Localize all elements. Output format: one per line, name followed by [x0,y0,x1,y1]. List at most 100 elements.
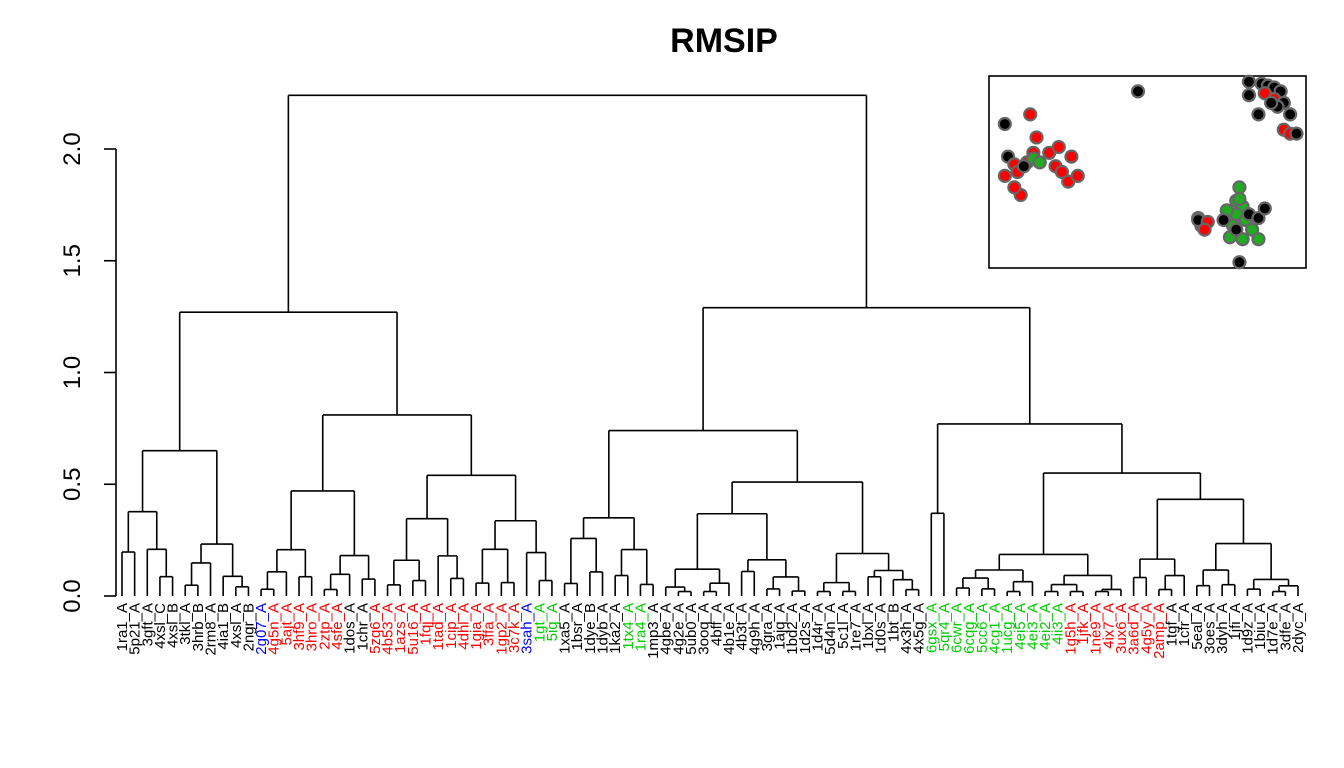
y-axis: 0.0 0.5 1.0 1.5 2.0 [59,132,117,613]
leaf-label: 4x5g_A [911,603,928,654]
leaf-label: 5p21_A [127,603,144,655]
chart-title: RMSIP [670,22,778,60]
leaf-label: 4b3t_A [734,603,751,651]
leaf-label: 3sah_A [519,603,536,654]
leaf-label: 1ra4_A [632,603,649,651]
scatter-point [1029,130,1044,145]
leaf-label: 1d4r_A [809,603,826,651]
leaf-label: 1ne9_A [1088,603,1105,655]
scatter-point [1023,107,1038,122]
scatter-point [1229,222,1244,237]
leaf-label: 3dfe_A [1277,603,1294,651]
leaf-label: 4dhl_A [455,603,472,650]
scatter-point [1283,107,1298,122]
leaf-label: 1tx4_A [620,603,637,650]
inset-scatter-plot [988,74,1307,270]
dendrogram-tree [121,94,1299,596]
leaf-label: 1ajq_A [772,603,789,650]
leaf-label: 3c7k_A [506,603,523,653]
y-tick-label: 1.0 [59,356,86,389]
leaf-label: 5c1l_A [835,603,852,649]
leaf-label: 4ii3_A [1050,603,1067,645]
leaf-label: 5eal_A [1189,603,1206,650]
scatter-point [1016,159,1031,174]
leaf-label: 4xsl_B [165,603,182,648]
leaf-label: 1ucg_A [999,603,1016,654]
y-tick-label: 0.5 [59,468,86,501]
leaf-label: 3hrb_B [190,603,207,651]
scatter-point [1251,232,1266,247]
scatter-point [1054,164,1070,180]
leaf-label: 4g5y_A [1138,603,1155,654]
leaf-label: 3gra_A [759,603,776,651]
scatter-point [1245,222,1260,237]
leaf-label: 6cwr_A [949,603,966,653]
scatter-point [1032,155,1047,170]
scatter-point [1197,222,1212,237]
leaf-label: 1g5h_A [1062,603,1079,655]
leaf-label: 1tad_A [430,603,447,651]
leaf-label: 4b53_A [380,603,397,655]
leaf-label: 3hro_A [304,603,321,651]
leaf-label: 5d4n_A [822,603,839,655]
leaf-label: 1jfi_A [1227,603,1244,641]
leaf-label: 1gp2_A [493,603,510,655]
leaf-label: 2g07_A [253,603,270,655]
leaf-label: 1dye_B [582,603,599,654]
leaf-label: 3ooq_A [696,603,713,655]
leaf-label: 3hf9_A [291,603,308,651]
scatter-point [1051,139,1066,155]
leaf-label: 4xsl_A [228,603,245,648]
leaf-label: 1bxl_A [860,603,877,649]
leaf-label: 1dyb_A [595,603,612,654]
y-tick-label: 0.0 [59,579,86,612]
leaf-label: 4ei2_A [1037,603,1054,650]
leaf-label: 5cc6_A [974,603,991,653]
leaf-label: 4g2e_A [670,603,687,655]
scatter-point [1232,180,1247,195]
leaf-label: 5qr4_A [936,603,953,651]
scatter-point [997,116,1012,132]
leaf-label: 2amp_A [1151,603,1168,659]
leaf-label: 1tgf_A [1164,603,1181,646]
leaf-label: 1bd2_A [784,603,801,655]
leaf-label: 1chr_A [354,603,371,651]
scatter-point [1070,168,1085,183]
leaf-label: 1biu_A [1252,603,1269,650]
leaf-label: 4ia1_B [215,603,232,650]
y-tick-label: 2.0 [59,132,86,165]
leaf-label: 3ffa_A [481,603,498,646]
scatter-point [1241,74,1257,89]
scatter-point [1130,84,1146,99]
leaf-label: 2ztp_A [316,603,333,650]
leaf-label: 6gsx_A [923,603,940,653]
leaf-label: 4bff_A [708,603,725,646]
leaf-label: 3dyh_A [1214,603,1231,654]
leaf-label: 1jfk_A [1075,603,1092,645]
scatter-point [997,168,1012,183]
scatter-point [1264,95,1279,110]
leaf-label: 4xsl_C [152,603,169,649]
scatter-point [1064,149,1079,164]
leaf-label: 1mp3_A [645,603,662,659]
leaf-label: 1bsr_A [569,603,586,651]
y-tick-label: 1.5 [59,244,86,277]
leaf-label: 4x3h_A [898,603,915,654]
leaf-label: 3gft_A [139,603,156,646]
leaf-label: 1gt_A [531,603,548,642]
leaf-label: 4cg1_A [987,603,1004,654]
leaf-label: 5iq_A [544,603,561,641]
leaf-label: 2ngr_B [240,603,257,651]
scatter-point [1232,191,1247,206]
leaf-label: 1dos_A [342,603,359,654]
leaf-label: 5ajt_A [278,603,295,646]
leaf-label: 1d7e_A [1265,603,1282,655]
scatter-point [1216,212,1231,228]
scatter-point [1007,180,1022,195]
leaf-label: 1ka2_A [607,603,624,654]
scatter-point [1289,126,1304,141]
leaf-label: 2rm8_A [203,603,220,656]
scatter-point [1251,210,1266,226]
leaf-label: 4gbe_A [658,603,675,655]
